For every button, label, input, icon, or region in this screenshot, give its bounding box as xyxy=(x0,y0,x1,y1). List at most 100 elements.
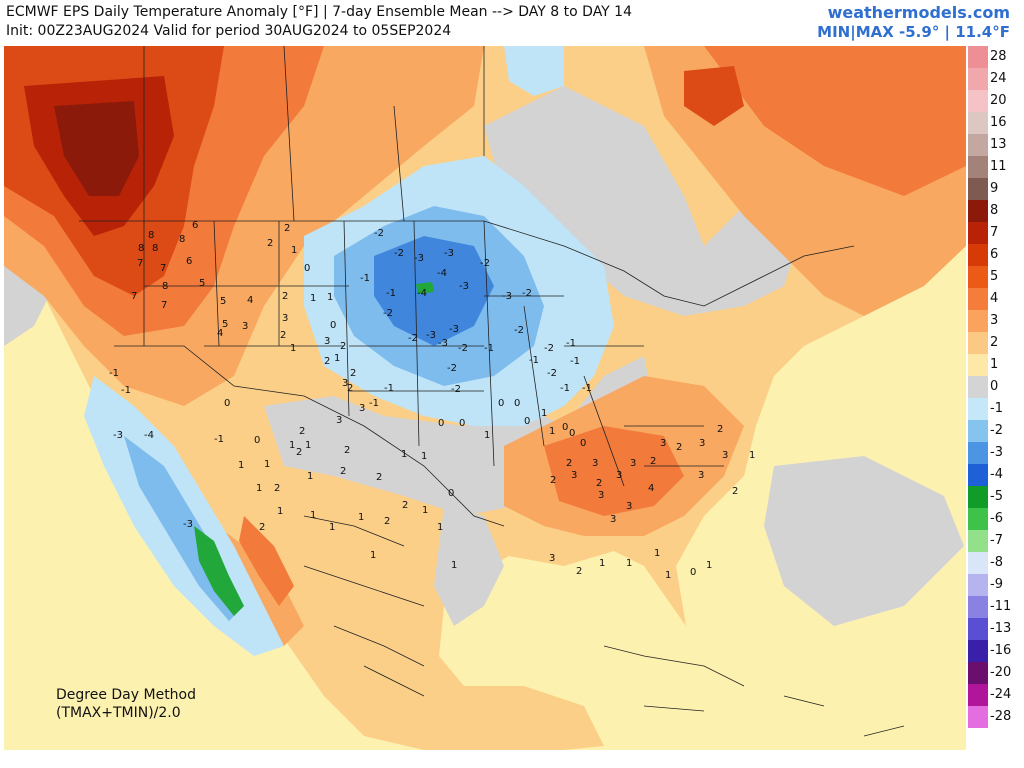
legend-swatch xyxy=(968,508,988,530)
anomaly-value-label: 1 xyxy=(277,506,283,517)
anomaly-value-label: 8 xyxy=(152,243,158,254)
legend-value: -8 xyxy=(990,555,1003,570)
anomaly-value-label: 1 xyxy=(541,408,547,419)
anomaly-value-label: -1 xyxy=(570,356,580,367)
anomaly-value-label: 0 xyxy=(438,418,444,429)
anomaly-value-label: 0 xyxy=(524,416,530,427)
legend-entry: -11 xyxy=(968,596,1024,618)
anomaly-value-label: 1 xyxy=(626,558,632,569)
legend-value: 16 xyxy=(990,115,1007,130)
legend-entry: 4 xyxy=(968,288,1024,310)
anomaly-value-label: 8 xyxy=(138,243,144,254)
anomaly-value-label: -2 xyxy=(547,368,557,379)
legend-swatch xyxy=(968,618,988,640)
anomaly-value-label: 2 xyxy=(340,341,346,352)
anomaly-value-label: 1 xyxy=(289,440,295,451)
anomaly-value-label: 1 xyxy=(334,353,340,364)
anomaly-value-label: 2 xyxy=(596,478,602,489)
legend-value: 28 xyxy=(990,49,1007,64)
anomaly-value-label: 5 xyxy=(220,296,226,307)
legend-value: 0 xyxy=(990,379,999,394)
legend-swatch xyxy=(968,442,988,464)
anomaly-value-label: 0 xyxy=(690,567,696,578)
legend-value: -20 xyxy=(990,665,1012,680)
anomaly-value-label: 7 xyxy=(137,258,143,269)
color-legend: 28 24 20 16 13 11 9 8 7 6 5 4 3 2 1 0 -1 -2 -3 -4 -5 -6 -7 -8 -9… xyxy=(968,46,1024,750)
anomaly-value-label: 3 xyxy=(324,336,330,347)
legend-value: 9 xyxy=(990,181,999,196)
anomaly-value-label: 2 xyxy=(717,424,723,435)
anomaly-value-label: 2 xyxy=(274,483,280,494)
legend-entry: 9 xyxy=(968,178,1024,200)
boundaries xyxy=(79,46,905,737)
anomaly-value-label: 4 xyxy=(247,295,253,306)
legend-swatch xyxy=(968,46,988,68)
anomaly-value-label: 3 xyxy=(698,470,704,481)
legend-value: 7 xyxy=(990,225,999,240)
legend-swatch xyxy=(968,156,988,178)
anomaly-value-label: 2 xyxy=(376,472,382,483)
anomaly-value-label: 0 xyxy=(224,398,230,409)
legend-swatch xyxy=(968,464,988,486)
anomaly-value-label: -2 xyxy=(447,363,457,374)
legend-value: 4 xyxy=(990,291,999,306)
legend-swatch xyxy=(968,244,988,266)
anomaly-value-label: 4 xyxy=(648,483,654,494)
anomaly-value-label: 0 xyxy=(514,398,520,409)
anomaly-value-label: 5 xyxy=(222,319,228,330)
neutral-zone-atlantic xyxy=(764,456,964,626)
legend-entry: -13 xyxy=(968,618,1024,640)
legend-value: -2 xyxy=(990,423,1003,438)
method-note: Degree Day Method (TMAX+TMIN)/2.0 xyxy=(56,686,196,722)
anomaly-value-label: 3 xyxy=(626,501,632,512)
anomaly-value-label: 2 xyxy=(344,445,350,456)
anomaly-value-label: 1 xyxy=(451,560,457,571)
anomaly-value-label: 0 xyxy=(304,263,310,274)
anomaly-value-label: -3 xyxy=(113,430,123,441)
legend-entry: -5 xyxy=(968,486,1024,508)
legend-value: 24 xyxy=(990,71,1007,86)
legend-value: -28 xyxy=(990,709,1012,724)
legend-value: 1 xyxy=(990,357,999,372)
legend-entry: 20 xyxy=(968,90,1024,112)
anomaly-value-label: 2 xyxy=(340,466,346,477)
anomaly-value-label: 1 xyxy=(290,343,296,354)
anomaly-value-label: -3 xyxy=(459,281,469,292)
legend-entry: 28 xyxy=(968,46,1024,68)
brand-link[interactable]: weathermodels.com xyxy=(827,3,1010,22)
anomaly-value-label: 1 xyxy=(484,430,490,441)
legend-entry: 6 xyxy=(968,244,1024,266)
anomaly-value-label: 2 xyxy=(324,356,330,367)
anomaly-value-label: 8 xyxy=(179,234,185,245)
legend-value: 13 xyxy=(990,137,1007,152)
legend-swatch xyxy=(968,596,988,618)
anomaly-value-label: 3 xyxy=(336,415,342,426)
legend-swatch xyxy=(968,90,988,112)
legend-entry: -3 xyxy=(968,442,1024,464)
anomaly-value-label: 6 xyxy=(192,220,198,231)
anomaly-value-label: -4 xyxy=(437,268,447,279)
anomaly-value-label: 0 xyxy=(562,422,568,433)
legend-swatch xyxy=(968,574,988,596)
anomaly-value-label: 1 xyxy=(401,449,407,460)
anomaly-value-label: 2 xyxy=(350,368,356,379)
anomaly-value-label: 2 xyxy=(384,516,390,527)
legend-entry: 8 xyxy=(968,200,1024,222)
us-mexico-border xyxy=(114,345,505,527)
us-canada-border xyxy=(79,220,855,307)
method-note-line2: (TMAX+TMIN)/2.0 xyxy=(56,705,181,721)
anomaly-value-label: -4 xyxy=(144,430,154,441)
hot-core-west xyxy=(54,101,139,196)
anomaly-value-label: 1 xyxy=(370,550,376,561)
legend-entry: 7 xyxy=(968,222,1024,244)
anomaly-value-label: 3 xyxy=(630,458,636,469)
state-lines xyxy=(143,220,724,487)
anomaly-value-label: 7 xyxy=(161,300,167,311)
anomaly-value-label: 2 xyxy=(296,447,302,458)
legend-entry: 16 xyxy=(968,112,1024,134)
legend-value: -5 xyxy=(990,489,1003,504)
anomaly-value-label: -1 xyxy=(384,383,394,394)
anomaly-value-label: 1 xyxy=(327,292,333,303)
header: ECMWF EPS Daily Temperature Anomaly [°F]… xyxy=(0,0,1024,46)
